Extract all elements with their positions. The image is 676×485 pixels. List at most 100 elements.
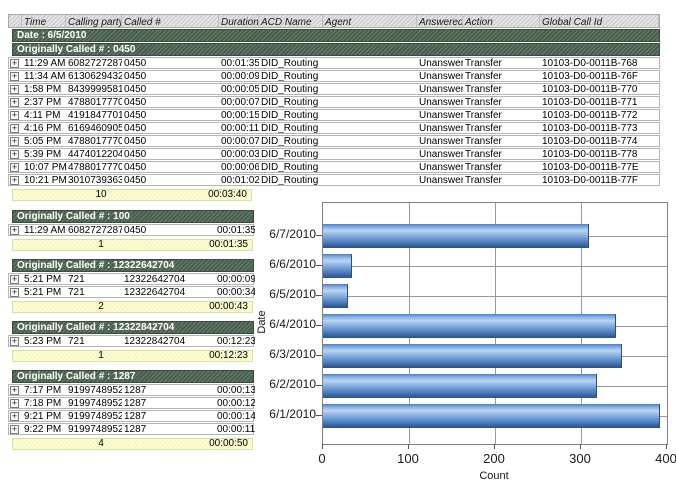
cell-duration: 00:00:13 [217, 385, 255, 396]
cell-acd-name: DID_Routing [261, 123, 319, 134]
cell-time: 7:18 PM [24, 398, 62, 409]
cell-agent [323, 149, 417, 159]
cell-action: Transfer [465, 84, 502, 95]
expand-cell: + [9, 336, 22, 346]
cell-global-call-id: 10103-D0-0011B-778 [542, 149, 638, 160]
table-row: +11:34 AM 6130629432 0450 00:00:09 DID_Routi… [8, 70, 660, 82]
header-cell-blank [9, 15, 22, 27]
cell-global-call-id: 10103-D0-0011B-772 [542, 110, 638, 121]
expand-cell: + [9, 123, 22, 133]
cell-called: 1287 [124, 385, 147, 396]
table-row: +5:39 PM 4474012204 0450 00:00:03 DID_Routin… [8, 148, 660, 160]
expand-icon[interactable]: + [10, 175, 19, 185]
chart-bar [323, 254, 352, 278]
table-row: +10:21 PM 3010739363 0450 00:01:02 DID_Routi… [8, 174, 660, 186]
cell-answered: Unanswered [419, 123, 463, 134]
cell-calling-party: 6130629432 [68, 71, 122, 82]
cell-acd-name: DID_Routing [261, 84, 319, 95]
expand-icon[interactable]: + [10, 58, 19, 68]
cell-called: 0450 [124, 175, 147, 186]
summary-row: 1 00:01:35 [12, 239, 253, 251]
expand-icon[interactable]: + [10, 162, 19, 172]
cell-answered: Unanswered [419, 110, 463, 121]
calls-by-date-chart: Date 6/7/2010 6/6/2010 6/5/2010 6/4/2010 6/3… [240, 198, 676, 485]
expand-icon[interactable]: + [10, 287, 19, 297]
cell-global-call-id: 10103-D0-0011B-771 [542, 97, 638, 108]
expand-cell: + [9, 84, 22, 94]
cell-duration: 00:00:07 [221, 136, 259, 147]
expand-icon[interactable]: + [10, 424, 19, 434]
cell-duration: 00:00:09 [217, 274, 255, 285]
chart-bar [323, 284, 348, 308]
cell-calling-party: 721 [68, 274, 85, 285]
header-cell-calling-party: Calling party # [68, 15, 122, 27]
summary-total-duration: 00:00:50 [209, 438, 248, 449]
group-header-row: Originally Called # : 100 [12, 210, 254, 223]
summary-row: 1 00:12:23 [12, 350, 253, 362]
cell-time: 10:07 PM [24, 162, 66, 173]
cell-called: 0450 [124, 136, 147, 147]
expand-icon[interactable]: + [10, 411, 19, 421]
cell-called: 12322642704 [124, 287, 186, 298]
header-cell-agent: Agent [323, 15, 417, 27]
table-row: +4:11 PM 4191847701 0450 00:00:15 DID_Routin… [8, 109, 660, 121]
group-header-row: Originally Called # : 0450 [12, 43, 660, 56]
summary-count: 10 [95, 189, 107, 200]
summary-total-duration: 00:03:40 [208, 189, 247, 200]
cell-acd-name: DID_Routing [261, 110, 319, 121]
cell-time: 11:29 AM [24, 58, 66, 69]
summary-row: 2 00:00:43 [12, 301, 253, 313]
table-row: +9:21 PM 9199748952 1287 00:00:14 [8, 410, 255, 422]
cell-global-call-id: 10103-D0-0011B-774 [542, 136, 638, 147]
cell-acd-name: DID_Routing [261, 162, 319, 173]
group-header-row: Originally Called # : 12322642704 [12, 259, 254, 272]
expand-icon[interactable]: + [10, 225, 19, 235]
cell-agent [323, 58, 417, 68]
cell-time: 11:29 AM [24, 225, 66, 236]
cell-called: 0450 [124, 84, 147, 95]
header-cell-called: Called # [122, 15, 219, 27]
summary-row: 10 00:03:40 [12, 189, 252, 201]
date-header-row: Date : 6/5/2010 [12, 29, 660, 42]
expand-icon[interactable]: + [10, 149, 19, 159]
expand-cell: + [9, 97, 22, 107]
cell-time: 5:23 PM [24, 336, 62, 347]
expand-icon[interactable]: + [10, 398, 19, 408]
expand-icon[interactable]: + [10, 385, 19, 395]
cell-calling-party: 721 [68, 336, 85, 347]
x-tick-label: 400 [655, 451, 676, 466]
expand-icon[interactable]: + [10, 110, 19, 120]
expand-icon[interactable]: + [10, 136, 19, 146]
x-tick-label: 0 [318, 451, 326, 466]
expand-icon[interactable]: + [10, 336, 19, 346]
table-row: +5:21 PM 721 12322642704 00:00:34 [8, 286, 255, 298]
cell-duration: 00:01:35 [217, 225, 255, 236]
summary-count: 1 [98, 239, 104, 250]
expand-cell: + [9, 162, 22, 172]
expand-icon[interactable]: + [10, 71, 19, 81]
cell-agent [323, 123, 417, 133]
summary-total-duration: 00:00:43 [209, 301, 248, 312]
cell-time: 2:37 PM [24, 97, 62, 108]
y-tick-mark [316, 235, 322, 236]
expand-icon[interactable]: + [10, 274, 19, 284]
expand-icon[interactable]: + [10, 97, 19, 107]
cell-calling-party: 721 [68, 287, 85, 298]
expand-icon[interactable]: + [10, 84, 19, 94]
cell-action: Transfer [465, 58, 502, 69]
cell-called: 0450 [124, 225, 147, 236]
y-tick-mark [316, 295, 322, 296]
table-row: +2:37 PM 4788017770 0450 00:00:07 DID_Routin… [8, 96, 660, 108]
cell-duration: 00:00:14 [217, 411, 255, 422]
cell-action: Transfer [465, 136, 502, 147]
gridline-horizontal [323, 266, 667, 267]
expand-icon[interactable]: + [10, 123, 19, 133]
table-row: +11:29 AM 6082727287 0450 00:01:35 DID_Routi… [8, 57, 660, 69]
y-tick-label: 6/4/2010 [269, 317, 316, 331]
cell-called: 0450 [124, 58, 147, 69]
y-tick-label: 6/2/2010 [269, 377, 316, 391]
cell-acd-name: DID_Routing [261, 136, 319, 147]
cell-duration: 00:00:15 [221, 110, 259, 121]
cell-agent [323, 97, 417, 107]
